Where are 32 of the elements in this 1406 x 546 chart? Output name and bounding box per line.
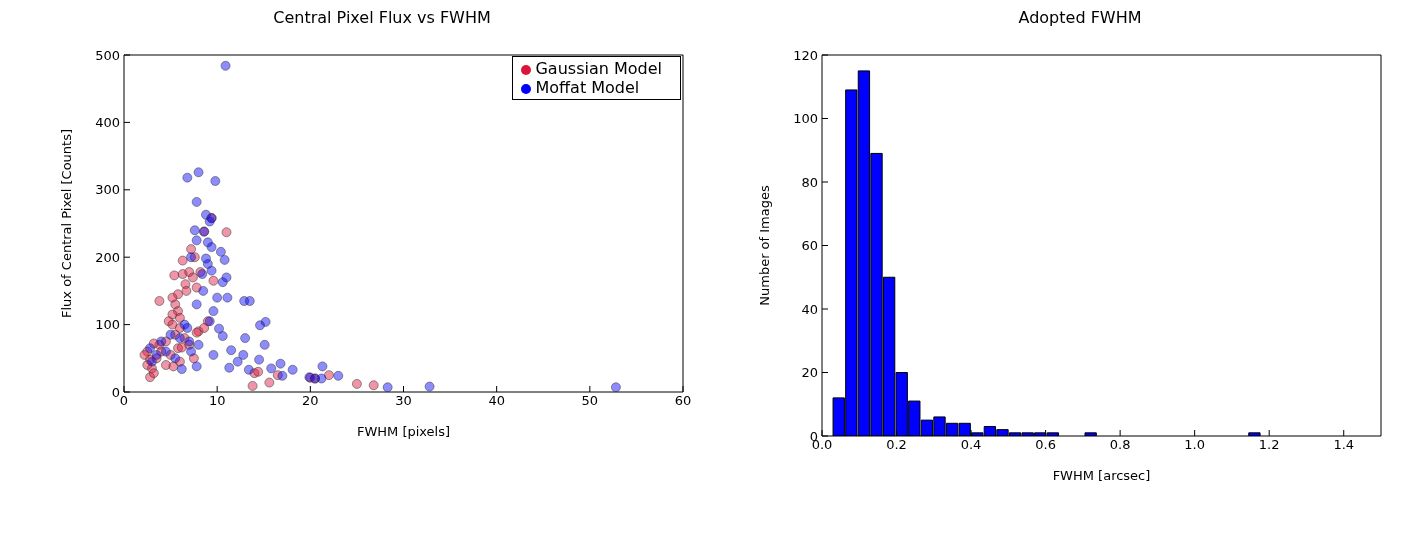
legend-label: Moffat Model <box>535 78 640 97</box>
y-tick-label: 60 <box>801 238 818 254</box>
y-tick-label: 100 <box>95 317 120 333</box>
y-tick-label: 200 <box>95 249 120 265</box>
y-tick-label: 80 <box>801 174 818 190</box>
x-axis-title: FWHM [pixels] <box>356 424 451 439</box>
y-tick-label: 120 <box>793 47 818 63</box>
x-tick-label: 60 <box>674 393 692 409</box>
x-tick-label: 1.4 <box>1333 437 1355 453</box>
x-tick-label: 1.0 <box>1184 437 1206 453</box>
x-tick-label: 20 <box>302 393 319 409</box>
x-tick-label: 1.2 <box>1258 437 1280 453</box>
x-tick-label: 0.8 <box>1109 437 1131 453</box>
x-axis-title: FWHM [arcsec] <box>1052 468 1151 483</box>
y-tick-label: 40 <box>801 301 818 317</box>
y-tick-label: 300 <box>95 182 120 198</box>
x-tick-label: 50 <box>581 393 599 409</box>
y-tick-label: 500 <box>95 47 120 63</box>
x-tick-label: 0.2 <box>886 437 907 453</box>
y-axis-title: Flux of Central Pixel [Counts] <box>58 128 74 319</box>
x-tick-label: 40 <box>488 393 505 409</box>
chart-title: Central Pixel Flux vs FWHM <box>272 8 492 29</box>
y-axis-title: Number of Images <box>756 185 772 306</box>
y-tick-label: 20 <box>801 365 818 381</box>
x-tick-label: 0.6 <box>1035 437 1056 453</box>
legend-label: Gaussian Model <box>535 59 662 78</box>
y-tick-label: 100 <box>793 111 818 127</box>
chart-title: Adopted FWHM <box>1017 8 1143 29</box>
x-tick-label: 30 <box>395 393 412 409</box>
y-tick-label: 400 <box>95 115 120 131</box>
x-tick-label: 10 <box>208 393 226 409</box>
x-tick-label: 0.4 <box>960 437 982 453</box>
